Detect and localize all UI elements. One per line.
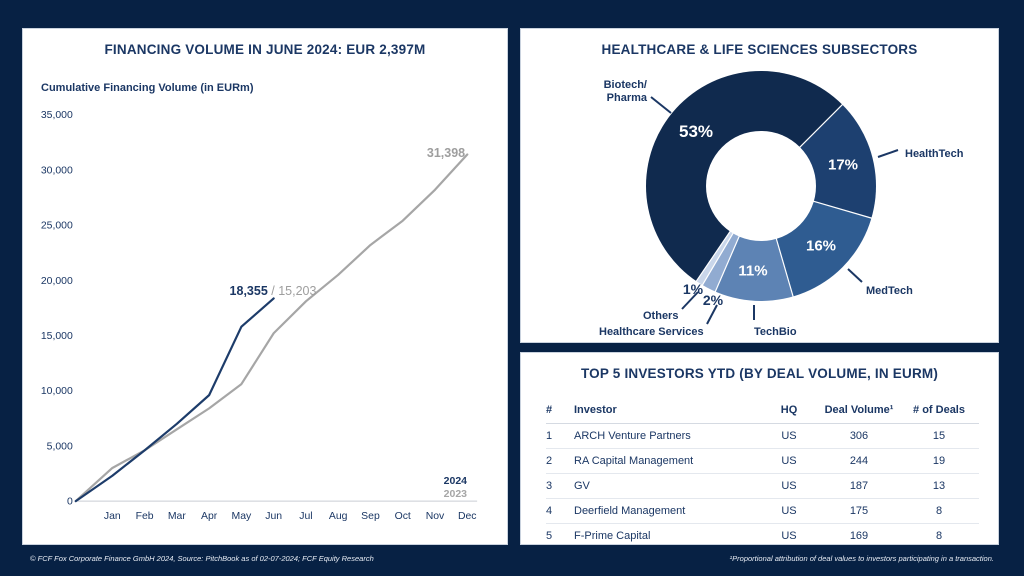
footer-footnote: ¹Proportional attribution of deal values… xyxy=(729,554,994,563)
column-header-num-deals: # of Deals xyxy=(899,399,979,424)
x-axis-label-mar: Mar xyxy=(168,511,186,522)
column-header-rank: # xyxy=(546,399,574,424)
series-line-2024 xyxy=(74,297,275,503)
financing-panel-title: FINANCING VOLUME IN JUNE 2024: EUR 2,397… xyxy=(104,42,426,57)
december-2023-data-label: 31,398 xyxy=(426,146,466,160)
table-row: 3 GV US 187 13 xyxy=(546,473,979,499)
table-row: 1 ARCH Venture Partners US 306 15 xyxy=(546,423,979,449)
table-cell: 1 xyxy=(546,423,574,449)
slice-label-biotech-line2: Pharma xyxy=(606,92,647,104)
x-axis-label-apr: Apr xyxy=(201,511,218,522)
table-cell: 13 xyxy=(899,473,979,499)
donut-hole xyxy=(706,131,816,241)
table-cell: ARCH Venture Partners xyxy=(574,423,759,449)
table-cell: US xyxy=(759,448,819,474)
table-row: 4 Deerfield Management US 175 8 xyxy=(546,498,979,524)
y-axis-tick-10000: 10,000 xyxy=(41,386,73,397)
y-axis-title: Cumulative Financing Volume (in EURm) xyxy=(41,82,254,94)
subsectors-panel-title: HEALTHCARE & LIFE SCIENCES SUBSECTORS xyxy=(601,42,918,57)
slice-label-healthcare-services: Healthcare Services xyxy=(599,326,704,338)
table-cell: 187 xyxy=(819,473,899,499)
june-data-label: 18,355 / 15,203 xyxy=(230,284,317,298)
top-investors-panel: TOP 5 INVESTORS YTD (BY DEAL VOLUME, IN … xyxy=(520,352,999,545)
x-axis-label-dec: Dec xyxy=(458,511,477,522)
y-axis-tick-0: 0 xyxy=(67,497,73,508)
june-2023-value: 15,203 xyxy=(278,284,317,298)
healthtech-leader-line xyxy=(877,149,899,158)
x-axis-label-jan: Jan xyxy=(104,511,121,522)
slice-value-biotech-pharma: 53% xyxy=(678,122,714,141)
y-axis-tick-20000: 20,000 xyxy=(41,276,73,287)
biotech-pharma-leader-line xyxy=(650,96,672,114)
slice-value-others: 1% xyxy=(682,281,704,297)
table-cell: 244 xyxy=(819,448,899,474)
slice-label-techbio: TechBio xyxy=(754,326,797,338)
legend-2024: 2024 xyxy=(443,475,467,487)
y-axis-tick-30000: 30,000 xyxy=(41,165,73,176)
x-axis-label-jul: Jul xyxy=(299,511,312,522)
table-cell: US xyxy=(759,473,819,499)
table-cell: 8 xyxy=(899,498,979,524)
slice-label-biotech-line1: Biotech/ xyxy=(603,79,647,91)
medtech-leader-line xyxy=(847,268,863,283)
slice-label-medtech: MedTech xyxy=(866,285,913,297)
june-2024-value: 18,355 xyxy=(229,284,268,298)
x-axis-label-nov: Nov xyxy=(426,511,445,522)
table-cell: 5 xyxy=(546,530,553,542)
series-line-2023 xyxy=(74,153,469,503)
x-axis-label-aug: Aug xyxy=(329,511,348,522)
table-cell: 4 xyxy=(546,498,574,524)
x-axis-label-jun: Jun xyxy=(265,511,282,522)
investors-panel-title: TOP 5 INVESTORS YTD (BY DEAL VOLUME, IN … xyxy=(580,366,939,381)
column-header-hq: HQ xyxy=(759,399,819,424)
june-label-divider: / xyxy=(267,284,279,298)
table-cell: US xyxy=(759,423,819,449)
table-cell: 19 xyxy=(899,448,979,474)
y-axis-tick-15000: 15,000 xyxy=(41,331,73,342)
table-cell: US xyxy=(781,530,797,542)
table-cell: 169 xyxy=(849,530,869,542)
table-row: 5 F-Prime Capital US 169 8 xyxy=(546,524,979,549)
legend-2023: 2023 xyxy=(443,487,467,500)
table-cell: 8 xyxy=(935,530,943,542)
slice-value-medtech: 16% xyxy=(805,237,837,255)
column-header-deal-volume: Deal Volume¹ xyxy=(819,399,899,424)
financing-line-chart: 0 5,000 10,000 15,000 20,000 25,000 30,000 35,0… xyxy=(41,110,478,522)
slice-label-others: Others xyxy=(643,310,679,322)
table-header-row: # Investor HQ Deal Volume¹ # of Deals xyxy=(546,399,979,424)
financing-volume-panel: FINANCING VOLUME IN JUNE 2024: EUR 2,397… xyxy=(22,28,508,545)
line-chart-legend: 2024 2023 xyxy=(444,475,467,500)
column-header-investor: Investor xyxy=(574,399,759,424)
x-axis-label-feb: Feb xyxy=(136,511,154,522)
slice-value-healthtech: 17% xyxy=(827,156,859,174)
table-cell: RA Capital Management xyxy=(574,448,759,474)
table-cell: 175 xyxy=(819,498,899,524)
y-axis-tick-35000: 35,000 xyxy=(41,110,73,121)
table-cell: GV xyxy=(574,473,759,499)
slice-label-healthtech: HealthTech xyxy=(905,148,964,160)
table-cell: F-Prime Capital xyxy=(574,530,651,542)
table-cell: 306 xyxy=(819,423,899,449)
y-axis-tick-25000: 25,000 xyxy=(41,221,73,232)
x-axis-label-sep: Sep xyxy=(361,511,380,522)
table-cell: Deerfield Management xyxy=(574,498,759,524)
slice-label-biotech-pharma: Biotech/ Pharma xyxy=(604,79,647,105)
subsectors-panel: HEALTHCARE & LIFE SCIENCES SUBSECTORS 53… xyxy=(520,28,999,343)
slice-value-techbio: 11% xyxy=(738,262,768,280)
table-cell: US xyxy=(759,498,819,524)
x-axis-label-oct: Oct xyxy=(395,511,411,522)
table-cell: 2 xyxy=(546,448,574,474)
table-cell: 3 xyxy=(546,473,574,499)
table-cell: 15 xyxy=(899,423,979,449)
y-axis-tick-5000: 5,000 xyxy=(47,441,73,452)
slice-value-healthcare-services: 2% xyxy=(702,292,724,308)
x-axis-label-may: May xyxy=(232,511,252,522)
footer-source-note: © FCF Fox Corporate Finance GmbH 2024, S… xyxy=(30,554,374,563)
table-row: 2 RA Capital Management US 244 19 xyxy=(546,448,979,474)
